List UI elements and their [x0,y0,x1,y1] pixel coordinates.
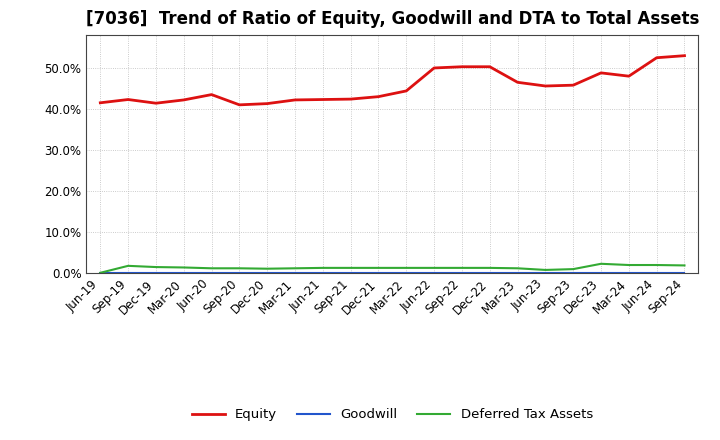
Deferred Tax Assets [458,265,467,271]
Deferred Tax Assets [179,265,188,270]
Deferred Tax Assets [207,266,216,271]
Goodwill [318,270,327,275]
Deferred Tax Assets [402,265,410,271]
Equity [235,102,243,107]
Deferred Tax Assets [485,265,494,271]
Equity [263,101,271,106]
Equity [374,94,383,99]
Goodwill [402,270,410,275]
Equity [680,53,689,59]
Equity [207,92,216,97]
Goodwill [458,270,467,275]
Deferred Tax Assets [96,270,104,275]
Deferred Tax Assets [346,265,355,271]
Line: Deferred Tax Assets: Deferred Tax Assets [100,264,685,273]
Goodwill [624,270,633,275]
Deferred Tax Assets [263,266,271,271]
Deferred Tax Assets [430,265,438,271]
Deferred Tax Assets [124,263,132,268]
Line: Equity: Equity [100,56,685,105]
Legend: Equity, Goodwill, Deferred Tax Assets: Equity, Goodwill, Deferred Tax Assets [186,403,598,426]
Equity [430,65,438,70]
Goodwill [179,270,188,275]
Goodwill [485,270,494,275]
Deferred Tax Assets [541,267,550,272]
Deferred Tax Assets [569,267,577,272]
Deferred Tax Assets [624,262,633,268]
Equity [458,64,467,70]
Deferred Tax Assets [318,265,327,271]
Goodwill [235,270,243,275]
Goodwill [124,270,132,275]
Equity [541,83,550,88]
Deferred Tax Assets [513,266,522,271]
Equity [624,73,633,79]
Goodwill [513,270,522,275]
Goodwill [96,270,104,275]
Goodwill [680,270,689,275]
Goodwill [430,270,438,275]
Goodwill [346,270,355,275]
Equity [96,100,104,106]
Goodwill [652,270,661,275]
Deferred Tax Assets [680,263,689,268]
Equity [652,55,661,60]
Equity [179,97,188,103]
Equity [291,97,300,103]
Equity [124,97,132,102]
Equity [152,101,161,106]
Goodwill [207,270,216,275]
Deferred Tax Assets [152,264,161,270]
Goodwill [263,270,271,275]
Deferred Tax Assets [235,266,243,271]
Equity [402,88,410,94]
Goodwill [374,270,383,275]
Deferred Tax Assets [291,266,300,271]
Equity [569,83,577,88]
Title: [7036]  Trend of Ratio of Equity, Goodwill and DTA to Total Assets: [7036] Trend of Ratio of Equity, Goodwil… [86,10,699,28]
Deferred Tax Assets [374,265,383,271]
Deferred Tax Assets [597,261,606,267]
Equity [318,97,327,102]
Deferred Tax Assets [652,262,661,268]
Goodwill [541,270,550,275]
Equity [346,96,355,102]
Equity [485,64,494,70]
Goodwill [291,270,300,275]
Goodwill [597,270,606,275]
Goodwill [569,270,577,275]
Equity [597,70,606,76]
Equity [513,80,522,85]
Goodwill [152,270,161,275]
